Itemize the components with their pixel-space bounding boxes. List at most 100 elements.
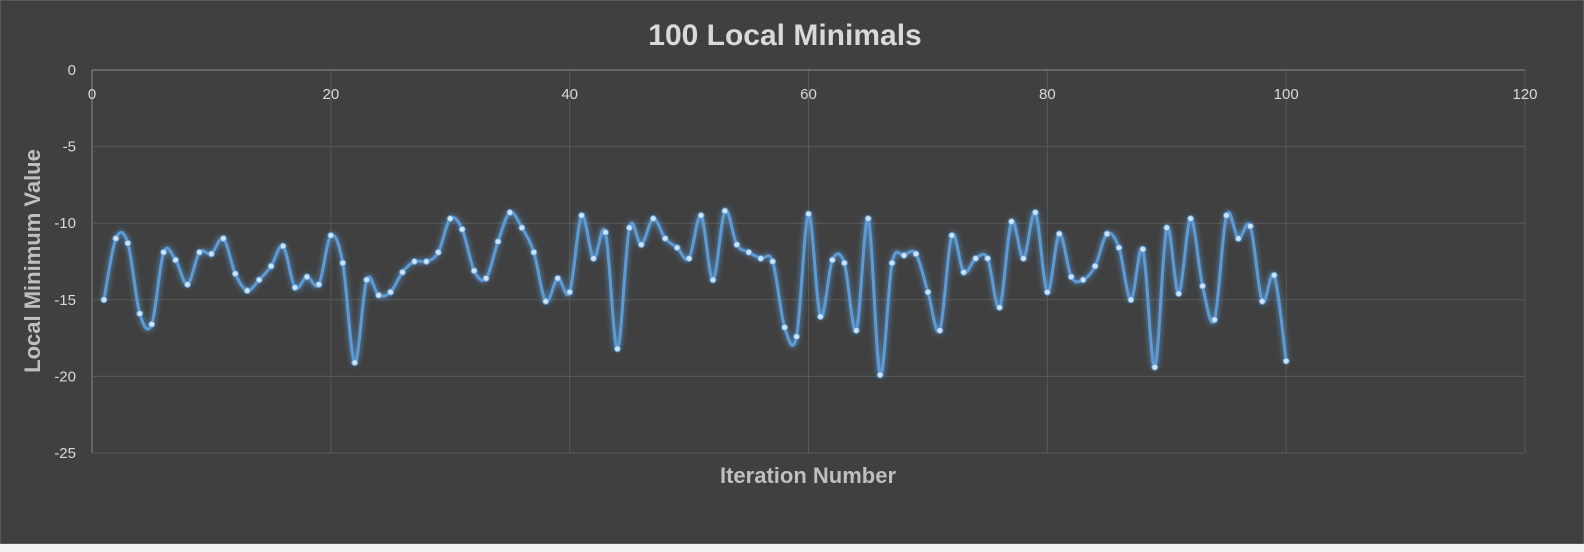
data-point xyxy=(972,254,980,262)
data-point xyxy=(590,254,598,262)
data-point xyxy=(434,248,442,256)
x-tick-label: 0 xyxy=(88,86,96,103)
data-point xyxy=(840,259,848,267)
data-point xyxy=(458,225,466,233)
data-point xyxy=(793,333,801,341)
series-layer xyxy=(100,207,1290,379)
data-point xyxy=(1163,224,1171,232)
data-point xyxy=(1139,245,1147,253)
y-tick-label: -10 xyxy=(54,215,76,232)
chart-title: 100 Local Minimals xyxy=(648,19,921,52)
data-point xyxy=(1043,288,1051,296)
data-point xyxy=(279,242,287,250)
data-point xyxy=(1151,363,1159,371)
data-point xyxy=(816,313,824,321)
data-point xyxy=(267,262,275,270)
data-point xyxy=(1175,290,1183,298)
data-point xyxy=(828,256,836,264)
data-point xyxy=(1246,222,1254,230)
data-point xyxy=(518,224,526,232)
data-point xyxy=(1127,296,1135,304)
data-point xyxy=(924,288,932,296)
data-point xyxy=(757,254,765,262)
y-tick-label: -5 xyxy=(63,139,76,156)
x-tick-label: 100 xyxy=(1274,86,1299,103)
data-point xyxy=(172,256,180,264)
data-point xyxy=(709,276,717,284)
data-point xyxy=(1115,244,1123,252)
data-point xyxy=(315,280,323,288)
y-tick-label: -15 xyxy=(54,292,76,309)
data-point xyxy=(673,244,681,252)
data-point xyxy=(649,215,657,223)
data-point xyxy=(1055,230,1063,238)
data-point xyxy=(805,210,812,218)
data-point xyxy=(900,251,908,259)
data-point xyxy=(601,228,609,236)
data-point xyxy=(291,284,299,292)
data-point xyxy=(1103,230,1111,238)
data-point xyxy=(219,235,227,243)
data-point xyxy=(1234,235,1242,243)
data-point xyxy=(1211,316,1219,324)
data-point xyxy=(422,258,430,265)
data-point xyxy=(661,235,669,243)
data-point xyxy=(578,212,586,220)
data-point xyxy=(960,268,968,276)
data-point xyxy=(984,254,992,262)
data-point xyxy=(1282,357,1290,365)
data-point xyxy=(1258,297,1266,305)
data-point xyxy=(1079,276,1087,284)
data-point xyxy=(625,224,633,232)
data-point xyxy=(231,270,239,278)
data-point xyxy=(410,258,418,265)
data-point xyxy=(769,258,777,265)
grid xyxy=(91,69,1526,454)
data-point xyxy=(387,288,395,296)
data-point xyxy=(721,207,729,215)
y-axis-title: Local Minimum Value xyxy=(20,149,45,373)
data-point xyxy=(363,276,371,284)
data-point xyxy=(506,208,514,216)
data-point xyxy=(375,291,383,299)
data-point xyxy=(685,254,693,262)
y-tick-label: -25 xyxy=(54,445,76,462)
data-point xyxy=(1067,273,1075,281)
x-tick-label: 60 xyxy=(800,86,817,103)
data-point xyxy=(864,215,872,223)
data-point xyxy=(303,273,311,281)
data-point xyxy=(876,371,884,379)
data-point xyxy=(1008,218,1016,226)
data-point xyxy=(124,239,132,247)
data-point xyxy=(1199,282,1207,290)
data-point xyxy=(1091,262,1099,270)
data-point xyxy=(996,303,1004,311)
x-tick-label: 120 xyxy=(1512,86,1537,103)
data-point xyxy=(446,215,454,223)
data-point xyxy=(339,259,347,267)
data-point xyxy=(542,297,550,305)
data-point xyxy=(398,268,406,276)
data-point xyxy=(100,296,108,304)
data-point xyxy=(936,326,944,334)
data-point xyxy=(637,241,645,249)
data-point xyxy=(1019,254,1027,262)
x-tick-label: 20 xyxy=(322,86,339,103)
y-tick-label: 0 xyxy=(68,62,76,79)
y-tick-label: -20 xyxy=(54,368,76,385)
x-axis-title: Iteration Number xyxy=(720,463,896,488)
data-point xyxy=(136,310,144,318)
data-point xyxy=(745,248,753,256)
data-point xyxy=(184,280,192,288)
data-point xyxy=(781,323,789,331)
data-point xyxy=(1222,212,1230,220)
data-point xyxy=(470,267,478,275)
data-point xyxy=(327,231,335,239)
data-point xyxy=(112,235,120,243)
data-point xyxy=(912,250,920,258)
data-point xyxy=(243,287,251,295)
data-point xyxy=(494,238,502,246)
data-point xyxy=(351,359,359,367)
data-point xyxy=(733,241,741,249)
